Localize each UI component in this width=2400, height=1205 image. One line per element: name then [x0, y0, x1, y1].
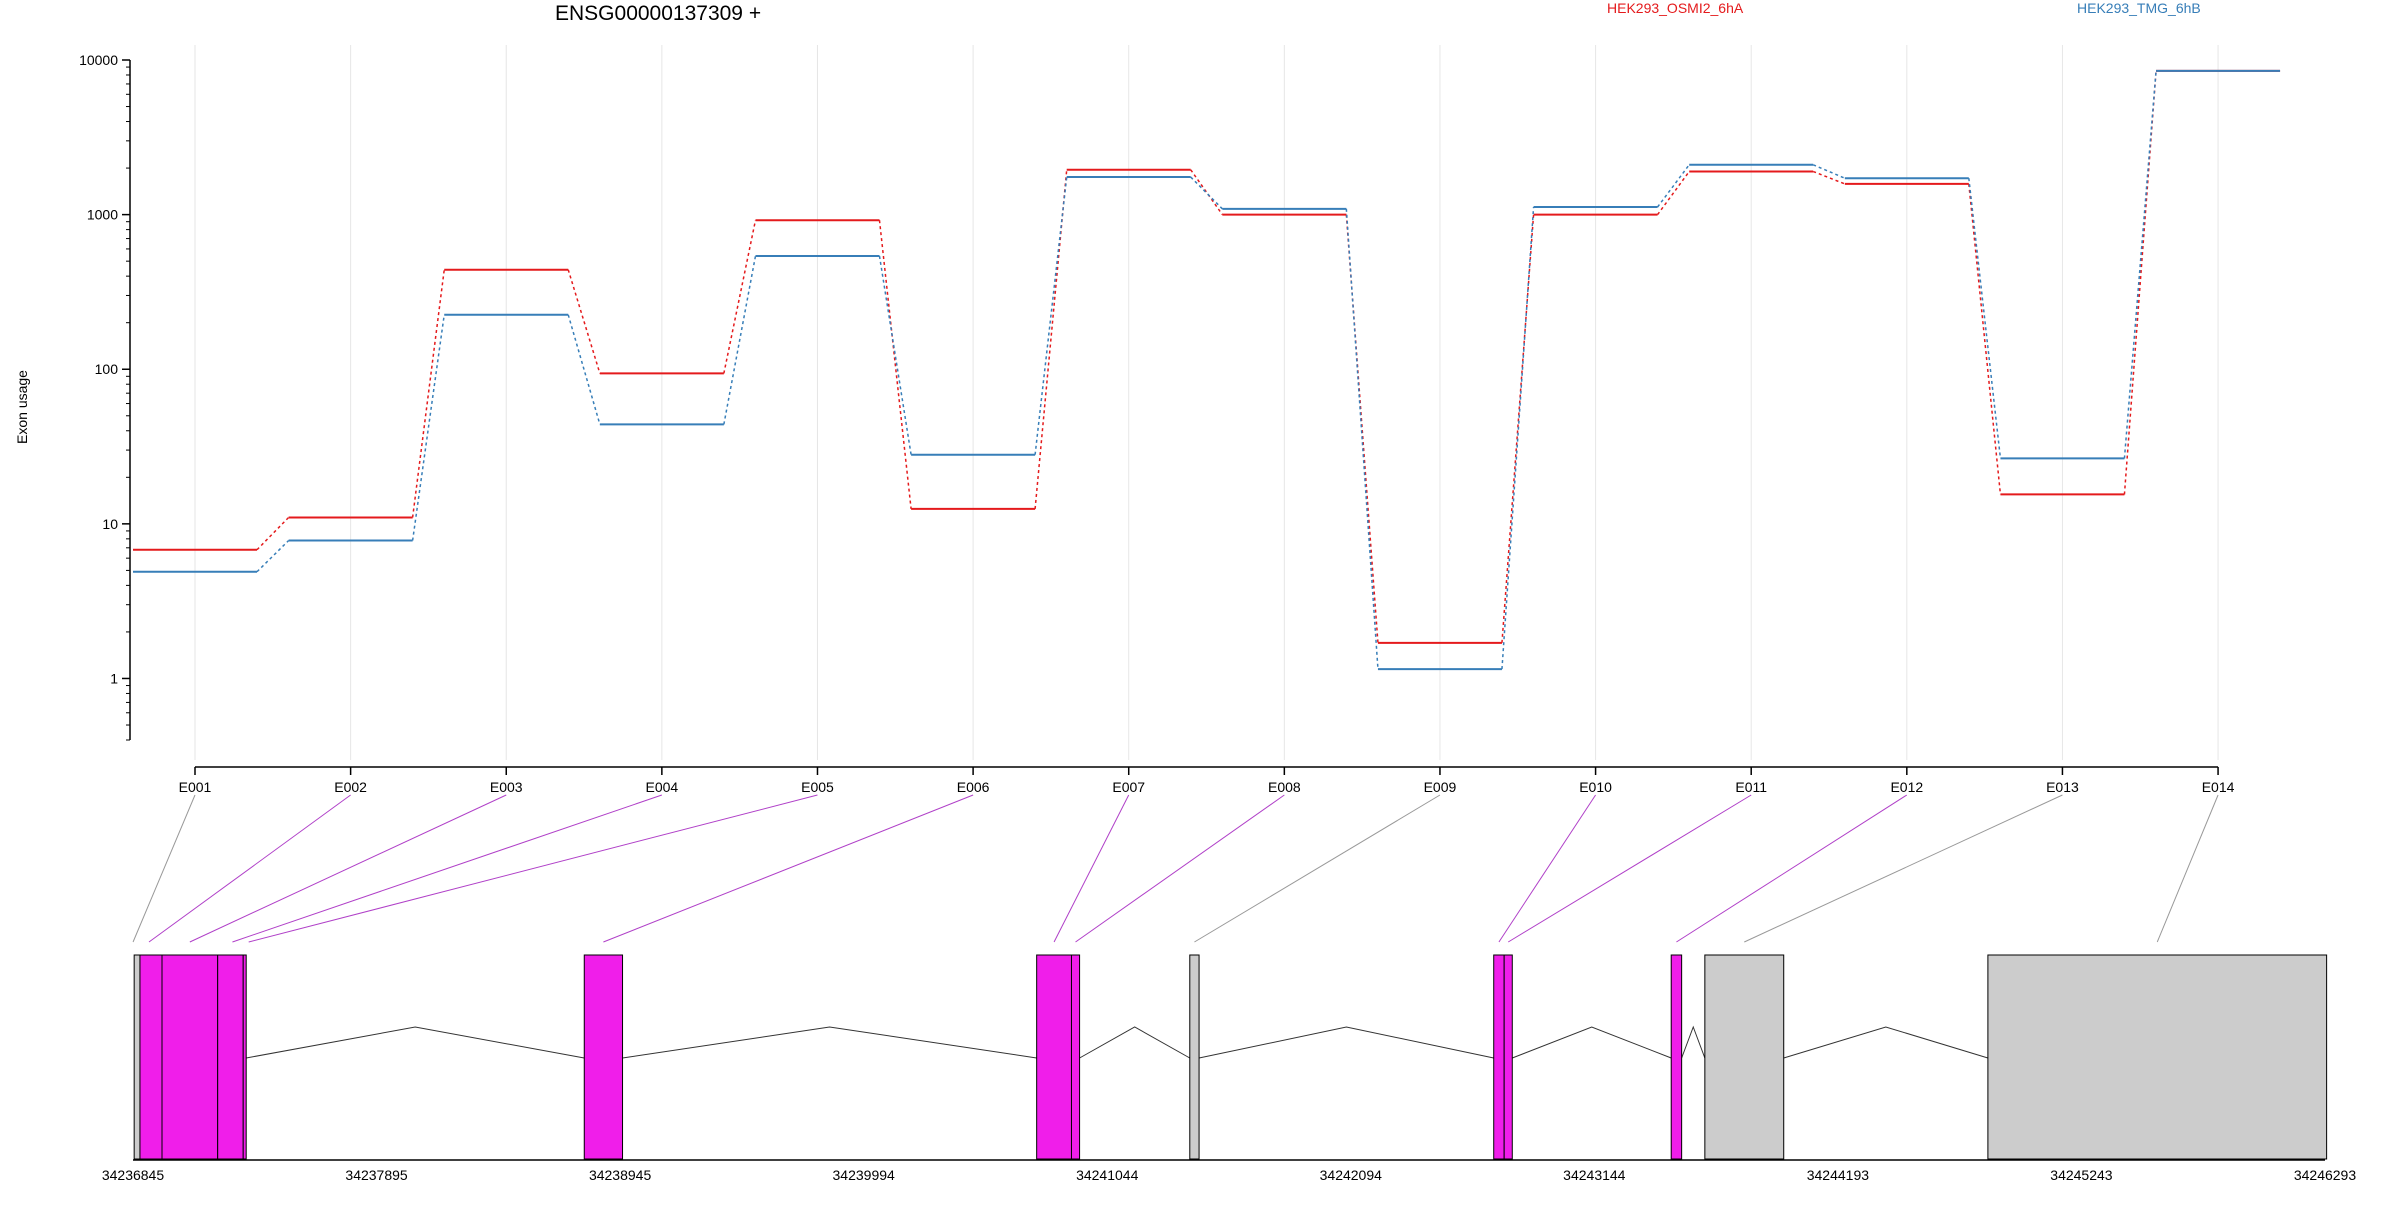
x-tick-label-e010: E010 [1579, 779, 1612, 795]
series-connector [1190, 176, 1223, 210]
genomic-tick-label: 34243144 [1563, 1167, 1626, 1183]
x-tick-label-e009: E009 [1424, 779, 1457, 795]
exon-box-e014 [1987, 954, 2328, 1160]
exon-box-e007 [1036, 954, 1072, 1160]
genomic-tick-label: 34245243 [2050, 1167, 2113, 1183]
genomic-tick-label: 34244193 [1807, 1167, 1870, 1183]
series-connector [2123, 70, 2157, 495]
exon-connector-e012 [1676, 794, 1908, 943]
exon-connector-e010 [1498, 794, 1596, 943]
legend-entry-tmg: HEK293_TMG_6hB [2077, 0, 2201, 16]
series-connector [1501, 206, 1535, 670]
exon-box-e006 [583, 954, 624, 1160]
series-connector [723, 255, 757, 425]
exon-connector-e001 [132, 794, 196, 943]
y-tick-label: 1 [110, 670, 118, 686]
genomic-tick-label: 34241044 [1076, 1167, 1139, 1183]
exon-connector-e007 [1053, 794, 1130, 943]
y-tick-label: 10000 [79, 52, 118, 68]
legend-entry-osmi2: HEK293_OSMI2_6hA [1607, 0, 1744, 16]
series-connector [1812, 170, 1846, 185]
exon-box-e003 [161, 954, 219, 1160]
x-tick-label-e008: E008 [1268, 779, 1301, 795]
exon-box-e002 [139, 954, 163, 1160]
exon-box-e005 [242, 954, 247, 1160]
x-tick-label-e007: E007 [1112, 779, 1145, 795]
x-tick-label-e004: E004 [646, 779, 679, 795]
series-connector [878, 220, 912, 509]
series-connector [1812, 164, 1846, 179]
series-connector [1656, 171, 1690, 216]
series-connector [1968, 183, 2002, 495]
exon-connector-e008 [1075, 794, 1285, 943]
chart-title: ENSG00000137309 + [555, 2, 762, 25]
genomic-tick-label: 34237895 [345, 1167, 408, 1183]
series-connector [256, 516, 290, 551]
series-connector [1656, 164, 1690, 208]
series-tmg [133, 69, 2281, 671]
intron-line [1512, 1026, 1672, 1059]
series-connector [2123, 70, 2157, 459]
exon-connector-e003 [189, 794, 507, 943]
exon-connector-e005 [248, 794, 818, 943]
genomic-tick-label: 34246293 [2294, 1167, 2357, 1183]
intron-line [622, 1026, 1037, 1059]
y-tick-label: 1000 [87, 207, 118, 223]
series-connector [567, 314, 601, 425]
exon-box-e009 [1189, 954, 1200, 1160]
series-connector [723, 220, 757, 374]
exon-box-e010 [1493, 954, 1505, 1160]
exon-box-e013 [1704, 954, 1785, 1160]
exon-connector-e009 [1194, 794, 1441, 943]
x-tick-label-e012: E012 [1890, 779, 1923, 795]
series-connector [878, 255, 912, 455]
series-connector [256, 540, 290, 573]
series-connector [1190, 169, 1223, 216]
series-connector [1345, 208, 1379, 670]
series-connector [1968, 178, 2002, 459]
series-connector [1034, 176, 1068, 455]
exon-box-e012 [1670, 954, 1683, 1160]
series-osmi2 [133, 69, 2281, 644]
x-tick-label-e013: E013 [2046, 779, 2079, 795]
genomic-tick-label: 34242094 [1320, 1167, 1383, 1183]
exon-box-e008 [1070, 954, 1081, 1160]
intron-line [1079, 1026, 1191, 1059]
genomic-tick-label: 34238945 [589, 1167, 652, 1183]
series-connector [411, 269, 445, 518]
x-tick-label-e014: E014 [2202, 779, 2235, 795]
exon-box-e001 [133, 954, 141, 1160]
x-tick-label-e005: E005 [801, 779, 834, 795]
x-tick-label-e001: E001 [179, 779, 212, 795]
intron-line [1681, 1025, 1706, 1059]
intron-line [1783, 1026, 1989, 1059]
exon-connector-e002 [148, 794, 351, 943]
genomic-tick-label: 34239994 [833, 1167, 896, 1183]
exon-box-e004 [217, 954, 244, 1160]
exon-connector-e011 [1507, 794, 1752, 943]
y-tick-label: 10 [102, 516, 118, 532]
genomic-tick-label: 34236845 [102, 1167, 165, 1183]
series-connector [1345, 214, 1379, 643]
x-tick-label-e002: E002 [334, 779, 367, 795]
series-connector [411, 314, 445, 541]
intron-line [246, 1026, 585, 1059]
exon-connector-e004 [232, 794, 663, 943]
x-tick-label-e011: E011 [1735, 779, 1767, 795]
exon-connector-e006 [603, 794, 974, 943]
exon-connector-e014 [2156, 794, 2219, 943]
series-connector [567, 269, 601, 374]
exon-connector-e013 [1744, 794, 2063, 943]
x-tick-label-e006: E006 [957, 779, 990, 795]
intron-line [1198, 1026, 1494, 1059]
y-axis-label: Exon usage [14, 370, 30, 444]
x-tick-label-e003: E003 [490, 779, 523, 795]
y-tick-label: 100 [95, 361, 119, 377]
exon-box-e011 [1503, 954, 1513, 1160]
